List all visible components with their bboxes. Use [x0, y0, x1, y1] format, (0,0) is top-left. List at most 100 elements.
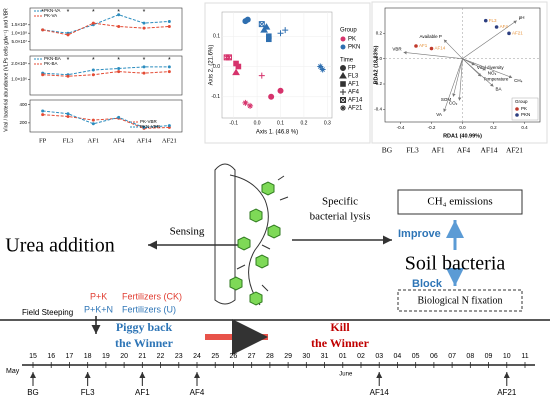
point	[340, 97, 346, 103]
loading-arrow	[443, 39, 463, 59]
legend-swatch	[515, 113, 519, 117]
series-marker	[91, 122, 95, 126]
x-tick-label: 0.3	[324, 120, 331, 126]
day-label: 30	[302, 353, 310, 360]
loading-label: Available P	[419, 34, 441, 39]
legend-label: AF14	[348, 98, 363, 104]
point	[242, 99, 249, 106]
sensing-label: Sensing	[170, 226, 205, 238]
day-label: 18	[84, 353, 92, 360]
legend-swatch	[515, 107, 519, 111]
legend-title: Group	[340, 28, 357, 34]
loading-arrow	[452, 58, 463, 97]
loading-arrow	[462, 58, 486, 71]
loading-label: VA	[436, 112, 442, 117]
y-axis-title: Viral / bacterial abundance (VLPs cells …	[3, 8, 9, 132]
subplot-frame	[29, 7, 183, 51]
y-tick-label: 200	[19, 120, 27, 125]
event-label: BG	[27, 388, 39, 397]
y-axis-title: RDA2 (18.83%)	[373, 45, 379, 84]
stage-label: AF14	[480, 146, 497, 155]
loading-arrow	[457, 58, 463, 101]
day-label: 28	[266, 353, 274, 360]
loading-label: SOM	[441, 97, 452, 102]
point	[277, 87, 284, 94]
sample-label: AF21	[512, 31, 523, 36]
sample-label: FL3	[489, 18, 497, 23]
point	[340, 89, 346, 95]
x-axis-title: RDA1 (40.99%)	[443, 133, 482, 139]
series-marker	[41, 73, 45, 77]
nfix-box	[397, 289, 523, 312]
point	[262, 23, 271, 30]
legend-title: Group	[515, 99, 528, 104]
series-marker	[167, 24, 171, 28]
legend-label: AF1	[348, 82, 360, 88]
legend-swatch	[340, 44, 346, 50]
x-tick-label: 0.0	[459, 125, 466, 130]
series-marker	[167, 124, 171, 128]
significance-mark: *	[41, 9, 44, 16]
day-label: 03	[375, 353, 383, 360]
y-tick-label: -0.4	[374, 107, 382, 112]
sample-point	[494, 25, 499, 29]
series-marker	[167, 19, 171, 23]
point	[260, 26, 269, 33]
series-line	[42, 14, 170, 34]
legend-label: FL3	[348, 74, 359, 80]
series-marker	[167, 65, 171, 69]
series-marker	[117, 13, 121, 17]
lysis-label: Specific	[322, 196, 358, 208]
ck-label: Fertilizers (CK)	[122, 291, 182, 301]
piggy-label: Piggy back	[116, 320, 173, 334]
x-tick-label: FP	[39, 137, 47, 144]
series-marker	[142, 26, 146, 30]
significance-mark: *	[92, 9, 95, 16]
improve-label: Improve	[398, 228, 441, 240]
block-label: Block	[412, 278, 443, 290]
sample-point	[414, 44, 418, 48]
ch4-label: CH₄ emissions	[427, 196, 492, 208]
x-tick-label: 0.2	[490, 125, 497, 130]
right-label: Soil bacteria	[405, 253, 506, 275]
series-marker	[41, 113, 45, 117]
sample-point	[429, 46, 434, 51]
event-label: AF21	[497, 388, 517, 397]
day-label: 09	[485, 353, 493, 360]
point	[258, 21, 265, 28]
subplot-frame	[29, 55, 183, 96]
point	[340, 81, 346, 87]
point	[258, 72, 265, 79]
y-axis-title: Axis 2. (21.6%)	[209, 45, 215, 86]
bacteria-illustration	[214, 163, 289, 306]
sample-label: AF14	[435, 46, 446, 51]
series-line	[42, 114, 170, 129]
series-marker	[142, 125, 146, 129]
series-marker	[142, 21, 146, 25]
day-label: 01	[339, 353, 347, 360]
series-line	[42, 71, 170, 77]
legend-label: PKN	[521, 112, 530, 117]
y-tick-label: 400	[19, 102, 27, 107]
x-tick-label: 0.0	[254, 120, 261, 126]
series-marker	[117, 66, 121, 70]
x-tick-label: -0.4	[397, 125, 405, 130]
loading-arrow	[443, 58, 463, 112]
nfix-label: Biological N fixation	[418, 295, 503, 306]
day-label: 27	[248, 353, 256, 360]
y-tick-label: 0.0	[376, 56, 383, 61]
x-tick-label: AF1	[88, 137, 100, 144]
significance-mark: *	[67, 9, 70, 16]
y-tick-label: -0.2	[374, 81, 382, 86]
series-line	[42, 22, 170, 36]
legend-title: Time	[340, 58, 354, 64]
point	[266, 33, 272, 40]
day-label: 25	[211, 353, 219, 360]
significance-mark: *	[117, 9, 120, 16]
point	[277, 30, 284, 37]
significance-mark: *	[168, 57, 171, 64]
kill-label: the Winner	[311, 336, 370, 350]
point	[244, 16, 251, 23]
day-label: 24	[193, 353, 201, 360]
day-label: 20	[120, 353, 128, 360]
